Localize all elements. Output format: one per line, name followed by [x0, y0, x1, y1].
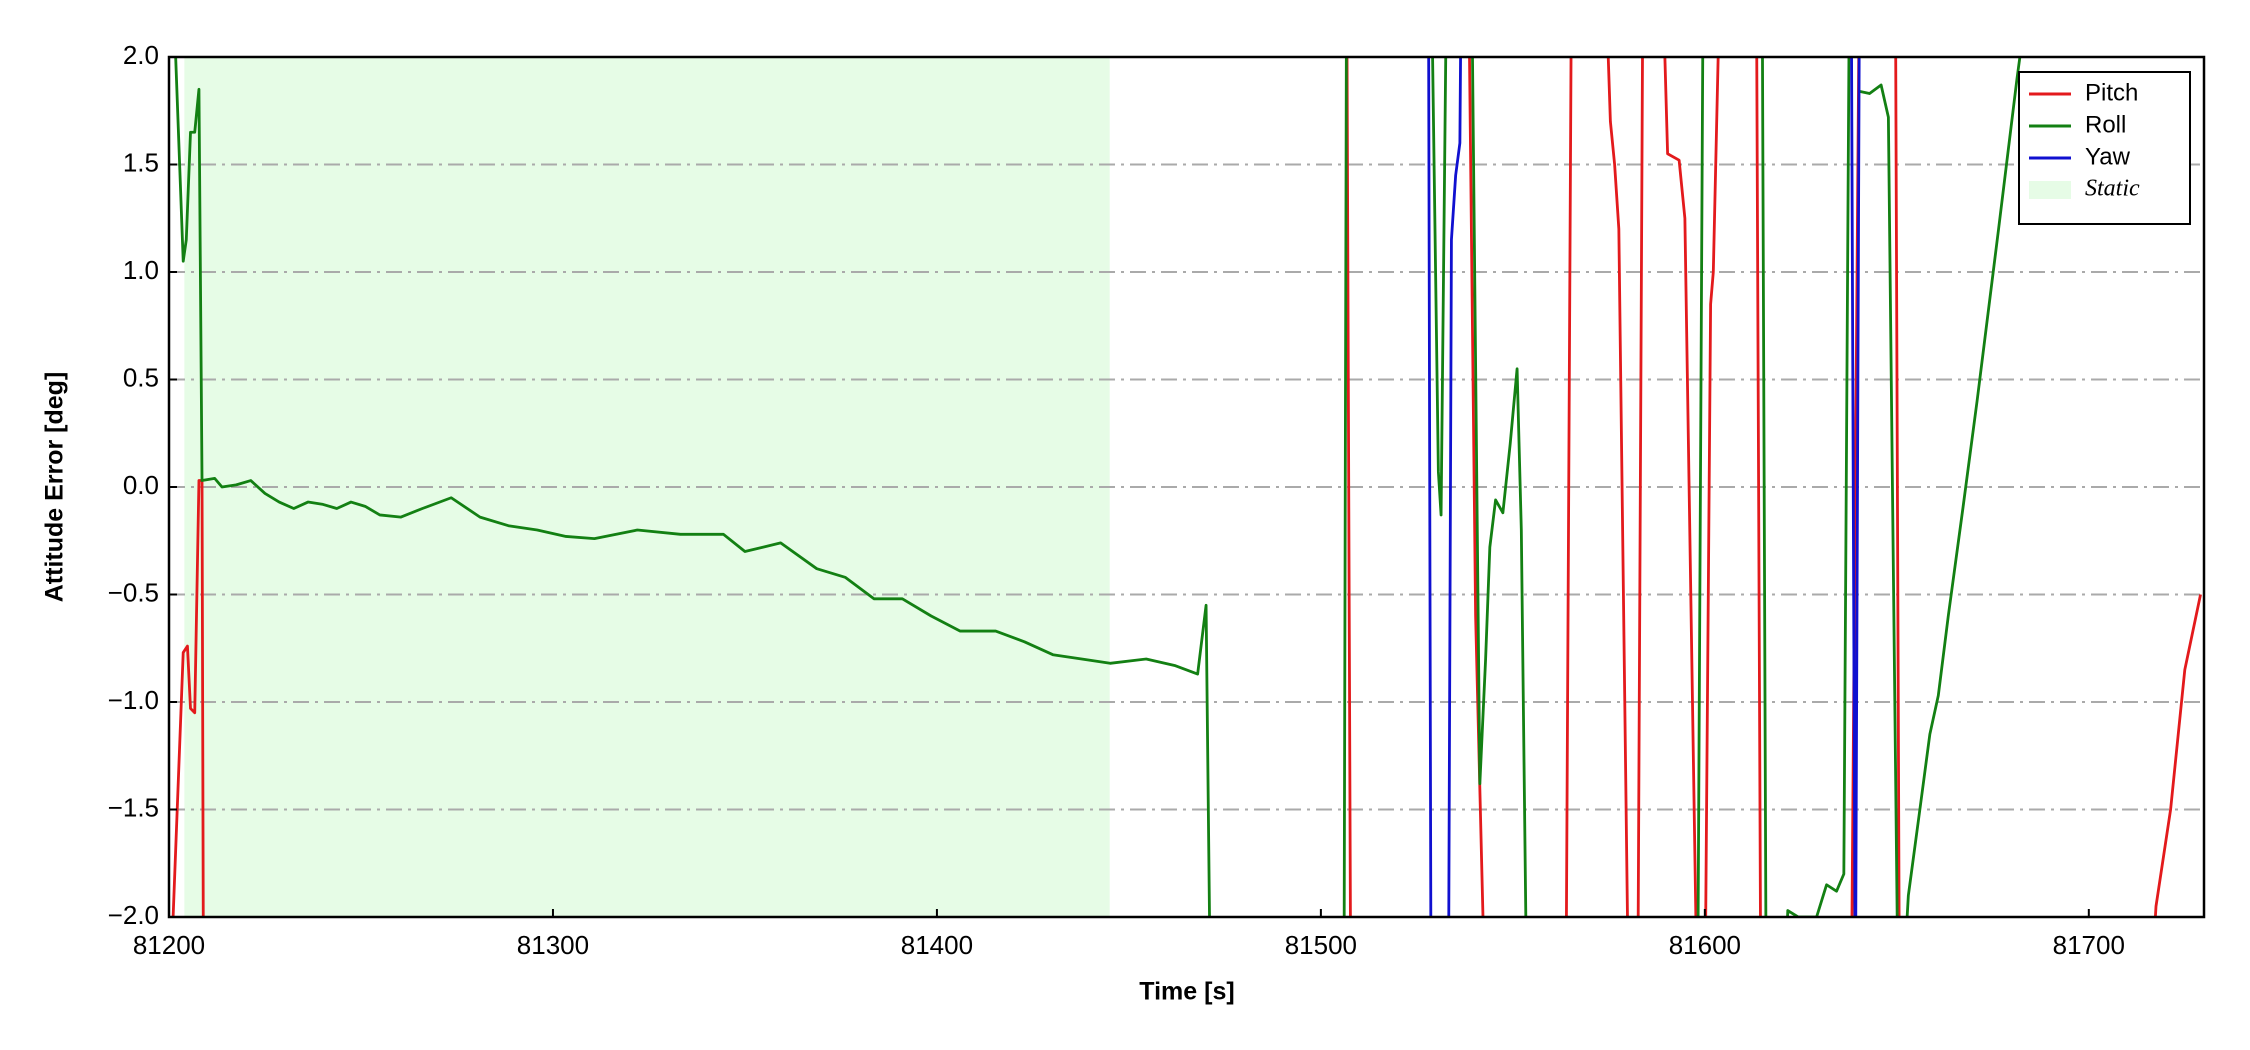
x-tick-label: 81600	[1669, 930, 1741, 960]
x-tick-label: 81300	[517, 930, 589, 960]
x-tick-label: 81700	[2053, 930, 2125, 960]
x-tick-label: 81500	[1285, 930, 1357, 960]
y-tick-label: 0.5	[123, 362, 159, 392]
y-tick-label: 2.0	[123, 40, 159, 70]
legend-label: Roll	[2085, 111, 2126, 138]
y-tick-label: −2.0	[108, 900, 159, 930]
y-tick-label: −1.5	[108, 792, 159, 822]
y-tick-label: −0.5	[108, 577, 159, 607]
y-tick-label: −1.0	[108, 685, 159, 715]
legend-label: Static	[2085, 176, 2140, 202]
ticks: −2.0 −1.5 −1.0 −0.5 0.0 0.5 1.0 1.5 2.0 81200 8130…	[108, 40, 2125, 960]
lines	[171, 57, 2202, 917]
y-tick-label: 1.0	[123, 255, 159, 285]
legend-label: Pitch	[2085, 79, 2138, 106]
series-line	[1427, 57, 1861, 917]
legend-swatch	[2029, 181, 2071, 199]
series-line	[171, 57, 2202, 917]
x-tick-label: 81200	[133, 930, 205, 960]
legend: Pitch Roll Yaw Static	[2018, 71, 2191, 225]
y-axis-label: Attitude Error [deg]	[41, 372, 69, 603]
series-line	[174, 57, 2022, 917]
x-tick-label: 81400	[901, 930, 973, 960]
y-tick-label: 0.0	[123, 470, 159, 500]
y-tick-label: 1.5	[123, 147, 159, 177]
x-axis-label: Time [s]	[1139, 978, 1234, 1006]
legend-label: Yaw	[2085, 143, 2131, 170]
